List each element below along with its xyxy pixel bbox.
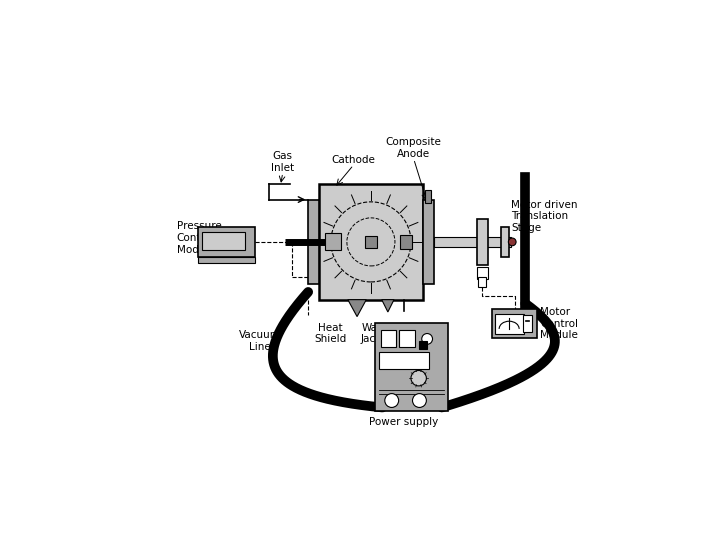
Bar <box>202 232 245 251</box>
Circle shape <box>384 394 399 408</box>
Circle shape <box>411 370 426 386</box>
Bar <box>433 237 511 247</box>
Text: Motor
Control
Module: Motor Control Module <box>540 307 578 340</box>
Text: Composite
Anode: Composite Anode <box>386 137 441 159</box>
Bar <box>375 323 448 411</box>
Polygon shape <box>348 300 366 316</box>
Bar <box>400 235 412 249</box>
Bar <box>477 267 487 279</box>
Text: Heat
Shield: Heat Shield <box>315 323 346 345</box>
Bar <box>308 200 319 284</box>
Bar <box>495 314 523 334</box>
Bar <box>400 330 415 347</box>
Bar <box>477 219 487 265</box>
Text: Cathode: Cathode <box>332 155 376 165</box>
Bar <box>420 341 427 349</box>
Bar <box>319 184 423 300</box>
Text: Gas
Inlet: Gas Inlet <box>271 151 294 173</box>
Text: Power supply: Power supply <box>369 417 438 428</box>
Bar <box>523 315 532 332</box>
Bar <box>379 352 428 369</box>
Circle shape <box>331 202 411 282</box>
Bar <box>198 256 256 262</box>
Bar <box>381 330 396 347</box>
Text: Vacuum
Line: Vacuum Line <box>239 330 281 352</box>
Circle shape <box>422 334 433 345</box>
Bar <box>501 226 509 257</box>
Bar <box>423 200 433 284</box>
Bar <box>478 278 486 287</box>
Text: Water
Jacket: Water Jacket <box>361 323 392 345</box>
Bar <box>325 233 341 251</box>
Circle shape <box>413 394 426 408</box>
Bar <box>198 227 256 256</box>
Bar <box>521 173 529 311</box>
Circle shape <box>508 238 516 246</box>
Text: Pressure
Control
Module: Pressure Control Module <box>176 221 221 255</box>
Bar <box>365 236 377 248</box>
Bar <box>492 309 537 338</box>
Bar <box>426 190 431 204</box>
Polygon shape <box>382 300 394 312</box>
Text: Motor driven
Translation
Stage: Motor driven Translation Stage <box>511 200 578 233</box>
